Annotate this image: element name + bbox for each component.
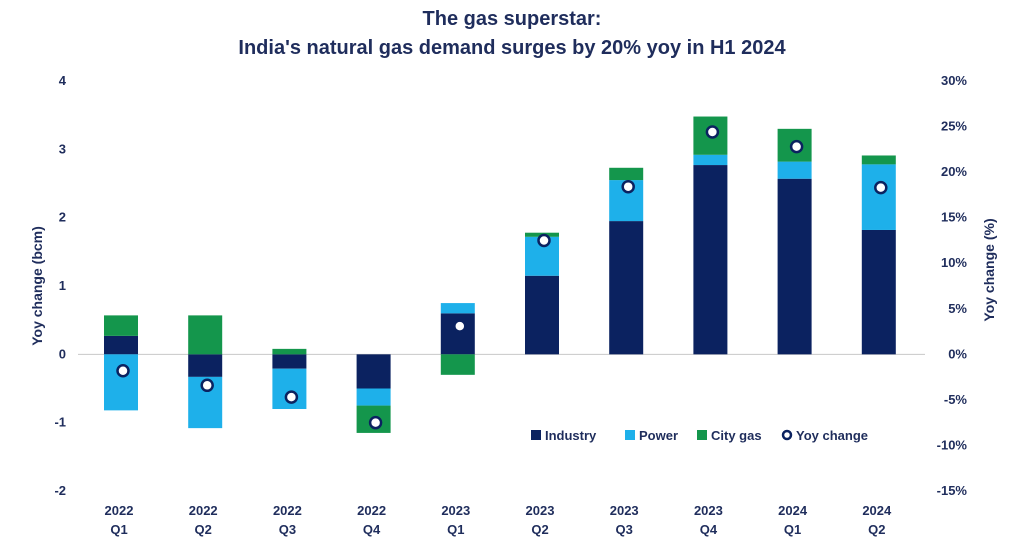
x-tick-label-year: 2022 (189, 503, 218, 518)
bar-power (104, 354, 138, 411)
y2-tick-label: 30% (941, 73, 967, 88)
legend-swatch-city-gas (697, 430, 707, 440)
bar-industry (693, 165, 728, 355)
y2-tick-label: 0% (948, 346, 967, 361)
legend-label: Yoy change (796, 428, 868, 443)
x-tick-label-quarter: Q4 (700, 522, 718, 537)
bar-city-gas (272, 348, 307, 355)
x-tick-label-quarter: Q1 (784, 522, 801, 537)
x-tick-label-quarter: Q4 (363, 522, 381, 537)
bar-industry (188, 354, 223, 377)
x-tick-label-year: 2022 (273, 503, 302, 518)
legend-swatch-yoy-change (781, 429, 793, 441)
x-tick-label-quarter: Q2 (531, 522, 548, 537)
x-tick-label-quarter: Q2 (195, 522, 212, 537)
legend-label: Power (639, 428, 678, 443)
bar-group (104, 116, 896, 433)
y2-tick-label: -10% (937, 437, 968, 452)
y2-tick-label: 10% (941, 255, 967, 270)
yoy-point (200, 378, 214, 393)
bar-power (861, 164, 896, 230)
x-tick-label-quarter: Q1 (447, 522, 464, 537)
x-tick-label-quarter: Q2 (868, 522, 885, 537)
x-tick-label-quarter: Q3 (616, 522, 633, 537)
bar-power (356, 388, 391, 406)
legend-label: City gas (711, 428, 762, 443)
yoy-point (284, 390, 299, 404)
legend-swatch-industry (531, 430, 541, 440)
yoy-point (453, 319, 467, 333)
y-tick-label: 1 (59, 278, 66, 293)
x-tick-label-year: 2023 (441, 503, 470, 518)
y2-tick-label: 5% (948, 301, 967, 316)
legend-swatch-power (625, 430, 635, 440)
bar-city-gas (104, 315, 138, 336)
x-tick-label-quarter: Q3 (279, 522, 296, 537)
bar-industry (861, 229, 896, 355)
yoy-point (368, 415, 383, 430)
y-axis-ticks: 4 3 2 1 0 -1 -2 (54, 73, 66, 498)
y-tick-label: 4 (59, 73, 67, 88)
bar-city-gas (440, 354, 475, 375)
x-tick-label-year: 2024 (862, 503, 892, 518)
y-tick-label: 0 (59, 346, 66, 361)
bar-industry (525, 275, 559, 355)
y-tick-label: -1 (54, 415, 66, 430)
y2-axis-label: Yoy change (%) (981, 218, 997, 321)
yoy-point (789, 139, 804, 154)
chart-title-line-2: India's natural gas demand surges by 20%… (238, 37, 786, 59)
bar-industry (272, 354, 307, 369)
y2-tick-label: 20% (941, 164, 967, 179)
yoy-point (705, 125, 720, 139)
x-tick-label-year: 2023 (694, 503, 723, 518)
bar-industry (104, 335, 138, 355)
y-tick-label: -2 (54, 483, 66, 498)
bar-power (693, 154, 728, 166)
bar-industry (356, 354, 391, 389)
yoy-point (621, 179, 635, 194)
legend: Industry Power City gas Yoy change (531, 428, 868, 443)
y2-tick-label: 15% (941, 210, 967, 225)
yoy-point (116, 363, 130, 378)
bar-industry (440, 313, 475, 355)
x-tick-label-year: 2024 (778, 503, 808, 518)
y-axis-label: Yoy change (bcm) (29, 226, 45, 346)
bar-power (440, 303, 475, 314)
x-tick-label-year: 2023 (610, 503, 639, 518)
yoy-points (116, 125, 888, 430)
yoy-point (874, 180, 888, 195)
legend-label: Industry (545, 428, 597, 443)
bar-city-gas (188, 315, 223, 355)
bar-city-gas (609, 167, 644, 181)
x-tick-label-year: 2022 (357, 503, 386, 518)
yoy-point (537, 233, 551, 248)
y-tick-label: 2 (59, 210, 66, 225)
y2-tick-label: -5% (944, 392, 968, 407)
chart-title-line-1: The gas superstar: (422, 8, 602, 30)
y2-tick-label: -15% (937, 483, 968, 498)
bar-industry (777, 178, 812, 355)
bar-industry (609, 221, 644, 355)
bar-power (777, 161, 812, 179)
x-tick-label-quarter: Q1 (110, 522, 127, 537)
y-tick-label: 3 (59, 141, 66, 156)
x-axis-ticks: 2022 Q1 2022 Q2 2022 Q3 2022 Q4 2023 Q1 2023 Q2 2023… (105, 503, 892, 537)
x-tick-label-year: 2023 (526, 503, 555, 518)
y2-tick-label: 25% (941, 119, 967, 134)
bar-city-gas (861, 155, 896, 165)
y2-axis-ticks: 30% 25% 20% 15% 10% 5% 0% -5% -10% -15% (937, 73, 968, 498)
x-tick-label-year: 2022 (105, 503, 134, 518)
